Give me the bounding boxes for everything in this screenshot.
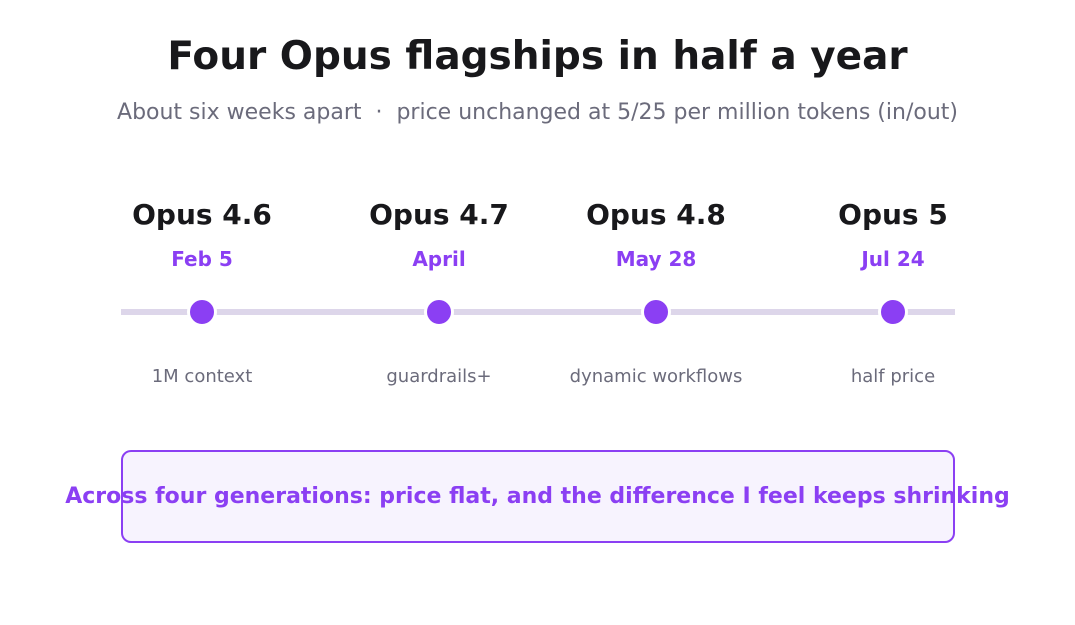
milestone-dot xyxy=(187,297,217,327)
page-subtitle: About six weeks apart · price unchanged … xyxy=(117,100,958,125)
milestone-date: April xyxy=(412,247,466,271)
milestone-name: Opus 4.8 xyxy=(586,198,726,231)
summary-callout-text: Across four generations: price flat, and… xyxy=(65,484,1010,509)
timeline-track xyxy=(121,309,955,315)
milestone-note: guardrails+ xyxy=(386,366,492,387)
milestone-name: Opus 4.7 xyxy=(369,198,509,231)
milestone-dot xyxy=(878,297,908,327)
milestone-dot xyxy=(424,297,454,327)
milestone-note: 1M context xyxy=(151,366,253,387)
milestone-date: Jul 24 xyxy=(861,247,925,271)
milestone-date: May 28 xyxy=(615,247,697,271)
summary-callout xyxy=(121,450,955,543)
milestone-note: dynamic workflows xyxy=(569,366,743,387)
milestone-name: Opus 4.6 xyxy=(132,198,272,231)
milestone-date: Feb 5 xyxy=(171,247,233,271)
milestone-dot xyxy=(641,297,671,327)
milestone-name: Opus 5 xyxy=(838,198,948,231)
page-title: Four Opus flagships in half a year xyxy=(167,34,908,79)
milestone-note: half price xyxy=(850,366,936,387)
